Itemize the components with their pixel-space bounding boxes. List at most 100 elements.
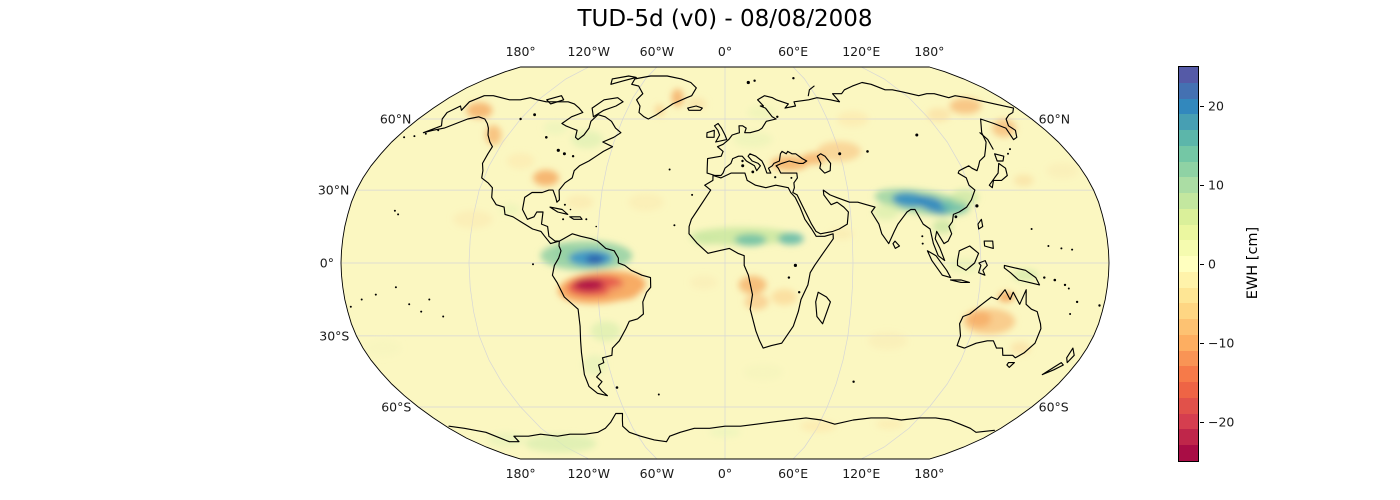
colorbar-tickmark-3 — [1200, 342, 1204, 344]
lon-label-bottom-1: 120°W — [567, 466, 610, 481]
colorbar-tickmark-4 — [1200, 421, 1204, 423]
anomaly-mexico-positive — [500, 203, 520, 216]
anomaly-manitoba-positive — [543, 121, 568, 136]
lon-label-bottom-4: 60°E — [778, 466, 809, 481]
colorbar-step-15 — [1179, 303, 1198, 319]
lat-label-left-4: 60°S — [381, 399, 412, 415]
colorbar-step-24 — [1179, 445, 1198, 461]
lat-label-right-0: 60°N — [1038, 111, 1071, 127]
lon-label-top-1: 120°W — [567, 44, 610, 59]
colorbar-ticklabel-2: 0 — [1208, 256, 1216, 272]
anomaly-new-guinea-positive — [1012, 269, 1039, 282]
anomaly-parana-positive — [590, 321, 621, 342]
anomaly-east-amazon-tail — [607, 284, 640, 301]
anomaly-midsouth-us-negative — [533, 169, 559, 186]
colorbar-step-22 — [1179, 413, 1198, 430]
anomaly-india-positive — [873, 204, 899, 220]
anomaly-west-siberia-negative — [836, 111, 869, 127]
lat-label-left-3: 30°S — [319, 328, 350, 344]
anomaly-alaska-negative — [466, 102, 493, 119]
anomaly-yakutia-negative — [926, 107, 951, 122]
lat-label-right-1: 60°S — [1038, 399, 1069, 415]
lon-label-bottom-0: 180° — [505, 466, 536, 481]
lon-label-bottom-5: 120°E — [842, 466, 881, 481]
anomaly-ocean-north-pacific — [1046, 162, 1079, 179]
lon-label-bottom-3: 0° — [717, 466, 733, 481]
anomaly-ocean-south-indian — [867, 331, 908, 350]
anomaly-central-europe-positive — [732, 131, 773, 148]
lon-label-top-5: 120°E — [842, 44, 881, 59]
anomaly-ocean-ne-pacific — [452, 210, 493, 229]
colorbar-step-2 — [1179, 98, 1198, 115]
colorbar-step-0 — [1179, 67, 1198, 83]
anomaly-east-greenland-negative — [671, 88, 684, 107]
lon-label-top-2: 60°W — [639, 44, 675, 59]
anomaly-zambia-negative — [771, 289, 798, 305]
anomaly-ocean-central-atlantic — [628, 193, 665, 212]
chart-title: TUD-5d (v0) - 08/08/2008 — [577, 6, 873, 32]
colorbar-ticklabel-4: −20 — [1208, 414, 1235, 430]
anomaly-sahel-west-core — [734, 233, 767, 246]
colorbar-step-1 — [1179, 82, 1198, 99]
lat-label-left-0: 60°N — [379, 111, 412, 127]
lon-label-top-3: 0° — [717, 44, 733, 59]
colorbar-step-21 — [1179, 397, 1198, 414]
anomaly-patagonia-positive — [582, 355, 607, 375]
colorbar-step-7 — [1179, 177, 1198, 193]
anomaly-se-greenland-negative — [654, 104, 665, 117]
lon-label-top-6: 180° — [914, 44, 945, 59]
colorbar-step-14 — [1179, 287, 1198, 304]
ewh-anomaly-field — [365, 88, 1079, 453]
anomaly-ocean-east-of-japan — [1013, 174, 1034, 187]
colorbar-step-19 — [1179, 366, 1198, 382]
colorbar-step-11 — [1179, 240, 1198, 256]
colorbar-step-23 — [1179, 429, 1198, 445]
colorbar-step-3 — [1179, 114, 1198, 130]
anomaly-ocean-south-pacific — [365, 340, 402, 357]
colorbar-step-20 — [1179, 382, 1198, 398]
colorbar-tickmark-1 — [1200, 185, 1204, 187]
colorbar-step-5 — [1179, 145, 1198, 162]
anomaly-kazakhstan-negative — [817, 141, 861, 162]
anomaly-ne-siberia-negative — [949, 98, 982, 114]
anomaly-ocean-gulf-guinea — [689, 275, 718, 290]
lon-label-top-4: 60°E — [778, 44, 809, 59]
colorbar-tickmark-0 — [1200, 106, 1204, 108]
anomaly-top-end-negative — [998, 292, 1015, 302]
anomaly-guinea-positive — [693, 234, 718, 245]
colorbar-step-17 — [1179, 334, 1198, 351]
anomaly-se-china-positive — [950, 189, 979, 206]
colorbar-step-16 — [1179, 319, 1198, 335]
anomaly-kamchatka-negative — [992, 119, 1016, 138]
colorbar-step-10 — [1179, 224, 1198, 241]
anomaly-angola-negative — [738, 275, 767, 294]
anomaly-angola-south-negative — [744, 293, 769, 310]
colorbar-ticklabel-1: 10 — [1208, 177, 1224, 193]
colorbar-ticklabel-3: −10 — [1208, 335, 1235, 351]
colorbar-tickmark-2 — [1200, 264, 1204, 265]
colorbar-step-4 — [1179, 130, 1198, 146]
lat-label-left-2: 0° — [319, 255, 334, 271]
anomaly-ocean-sargasso — [565, 195, 594, 210]
anomaly-west-antarctica-positive — [524, 434, 597, 453]
anomaly-myanmar-yunnan-core — [915, 195, 951, 214]
anomaly-dronning-maud-positive — [709, 427, 741, 438]
anomaly-east-antarctica-negative — [800, 420, 836, 433]
anomaly-indochina-positive — [932, 219, 953, 234]
anomaly-quebec-positive — [571, 130, 604, 149]
anomaly-ocean-south-atlantic — [743, 364, 784, 381]
anomaly-south-amazon-peak — [574, 278, 604, 291]
anomaly-north-amazon-peak — [585, 254, 604, 265]
colorbar-step-9 — [1179, 208, 1198, 225]
colorbar-step-6 — [1179, 161, 1198, 178]
colorbar — [1178, 66, 1199, 462]
colorbar-step-18 — [1179, 350, 1198, 367]
colorbar-label: EWH [cm] — [1245, 226, 1261, 300]
colorbar-ticklabel-0: 20 — [1208, 98, 1224, 114]
lon-label-top-0: 180° — [505, 44, 536, 59]
colorbar-step-13 — [1179, 271, 1198, 288]
anomaly-us-plains-negative — [506, 153, 535, 169]
map-outline — [340, 66, 1110, 460]
